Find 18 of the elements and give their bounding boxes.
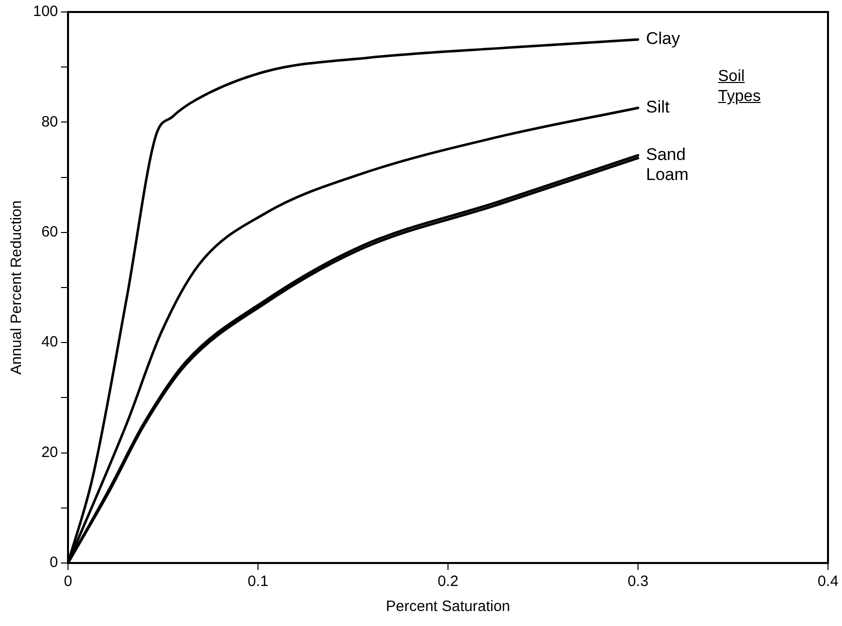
- x-tick-label: 0.4: [818, 573, 838, 590]
- y-tick-label: 60: [41, 224, 58, 241]
- x-axis-title: Percent Saturation: [386, 598, 510, 616]
- series-label: Loam: [646, 164, 689, 184]
- y-axis-title: Annual Percent Reduction: [8, 200, 26, 375]
- y-tick-label: 40: [41, 334, 58, 351]
- x-tick-label: 0: [64, 573, 72, 590]
- x-tick-label: 0.3: [628, 573, 648, 590]
- legend-title: Soil Types: [718, 67, 762, 108]
- series-label: Sand: [646, 144, 686, 164]
- y-tick-label: 0: [50, 554, 58, 572]
- series-label: Silt: [646, 98, 670, 117]
- y-tick-label: 100: [32, 3, 58, 20]
- x-tick-label: 0.2: [438, 573, 458, 590]
- y-tick-label: 20: [41, 444, 58, 461]
- series-label: Clay: [646, 29, 681, 48]
- y-tick-label: 80: [41, 113, 58, 130]
- x-tick-label: 0.1: [248, 573, 268, 590]
